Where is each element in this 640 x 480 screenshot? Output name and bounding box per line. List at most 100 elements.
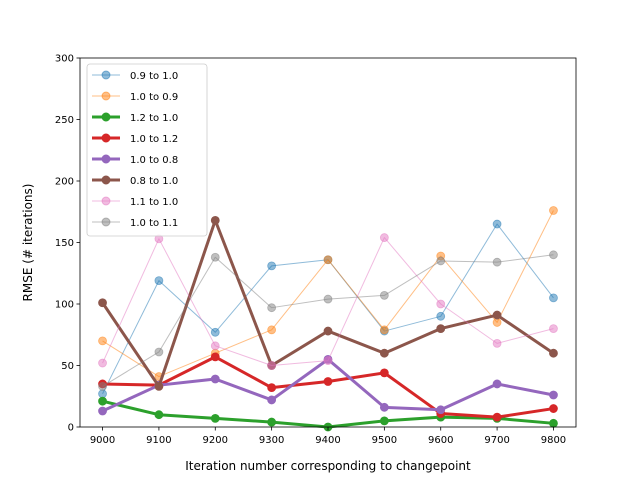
x-tick-label: 9600	[428, 435, 453, 446]
data-point	[210, 374, 220, 384]
legend-swatch-marker	[101, 70, 111, 80]
data-point	[549, 206, 558, 215]
legend-label: 1.0 to 1.1	[130, 218, 178, 229]
legend-item: 1.0 to 1.1	[92, 217, 178, 229]
data-point	[492, 338, 502, 348]
data-point	[267, 383, 277, 393]
legend-swatch-marker	[101, 154, 111, 164]
data-point	[379, 416, 389, 426]
data-point	[267, 325, 277, 335]
series-6	[98, 233, 558, 370]
data-point	[98, 336, 107, 346]
data-point	[379, 290, 389, 300]
data-point	[267, 395, 277, 405]
data-point	[379, 402, 389, 412]
data-point	[549, 293, 558, 303]
series-line	[102, 254, 554, 387]
data-point	[267, 261, 277, 271]
legend-item: 0.9 to 1.0	[92, 70, 178, 82]
data-point	[549, 418, 558, 428]
data-point	[323, 377, 333, 386]
y-tick-label: 100	[55, 300, 74, 311]
series-5	[98, 215, 558, 391]
data-point	[267, 361, 277, 370]
data-point	[210, 215, 220, 225]
series-0	[98, 219, 558, 399]
data-point	[210, 413, 220, 423]
data-point	[492, 412, 502, 422]
legend-label: 1.2 to 1.0	[130, 113, 178, 124]
y-tick-label: 50	[61, 361, 74, 372]
y-tick-label: 250	[55, 115, 74, 126]
data-point	[267, 303, 277, 313]
x-tick-label: 9800	[541, 435, 566, 446]
data-point	[492, 318, 502, 327]
y-axis: 0 50 100 150 200 250 300	[55, 54, 80, 434]
data-point	[267, 417, 277, 427]
legend-label: 1.0 to 0.9	[130, 92, 178, 103]
data-point	[549, 324, 558, 334]
data-point	[549, 250, 558, 260]
data-point	[154, 410, 164, 420]
data-point	[323, 255, 333, 265]
x-tick-label: 9400	[315, 435, 340, 446]
legend-item: 1.1 to 1.0	[92, 196, 178, 208]
data-point	[436, 299, 446, 309]
x-tick-label: 9100	[146, 435, 171, 446]
data-point	[98, 406, 107, 416]
legend-swatch-marker	[101, 175, 111, 185]
legend-swatch-marker	[101, 91, 111, 101]
data-point	[549, 348, 558, 358]
data-point	[98, 382, 107, 391]
legend-item: 1.2 to 1.0	[92, 112, 178, 124]
data-point	[98, 358, 107, 368]
y-tick-label: 200	[55, 177, 74, 188]
data-point	[210, 327, 220, 337]
legend-label: 1.0 to 1.2	[130, 134, 178, 145]
y-axis-label: RMSE (# iterations)	[21, 184, 35, 302]
data-point	[492, 310, 502, 320]
data-point	[379, 348, 389, 358]
y-tick-label: 150	[55, 238, 74, 249]
data-point	[323, 294, 333, 304]
data-point	[549, 390, 558, 400]
legend-swatch-marker	[101, 112, 111, 122]
series-layer	[98, 206, 558, 432]
legend: 0.9 to 1.0 1.0 to 0.9 1.2 to 1.0 1.0 to 1.2…	[86, 63, 208, 237]
data-point	[154, 347, 164, 357]
data-point	[210, 341, 220, 351]
x-axis-label: Iteration number corresponding to change…	[185, 459, 471, 473]
x-tick-label: 9500	[372, 435, 397, 446]
legend-label: 0.9 to 1.0	[130, 71, 178, 82]
legend-item: 1.0 to 0.8	[92, 154, 178, 166]
data-point	[210, 352, 220, 362]
data-point	[379, 325, 389, 335]
data-point	[323, 356, 333, 365]
data-point	[436, 256, 446, 266]
data-point	[154, 276, 164, 286]
data-point	[492, 219, 502, 229]
legend-item: 0.8 to 1.0	[92, 175, 178, 187]
x-tick-label: 9300	[259, 435, 284, 446]
y-tick-label: 0	[68, 423, 74, 434]
data-point	[323, 326, 333, 336]
x-tick-label: 9200	[203, 435, 228, 446]
legend-swatch-marker	[101, 133, 111, 143]
series-line	[102, 355, 554, 419]
legend-label: 0.8 to 1.0	[130, 176, 178, 187]
x-axis: 9000 9100 9200 9300 9400 9500 9600 9700 9800	[90, 427, 566, 446]
legend-label: 1.0 to 0.8	[130, 155, 178, 166]
legend-item: 1.0 to 1.2	[92, 133, 178, 145]
legend-swatch-marker	[101, 196, 111, 206]
data-point	[436, 311, 446, 321]
legend-label: 1.1 to 1.0	[130, 197, 178, 208]
data-point	[549, 404, 558, 413]
data-point	[98, 389, 107, 399]
series-7	[98, 250, 558, 391]
x-tick-label: 9000	[90, 435, 115, 446]
data-point	[492, 257, 502, 267]
legend-swatch-marker	[101, 217, 111, 227]
legend-box	[86, 63, 208, 237]
legend-item: 1.0 to 0.9	[92, 91, 178, 103]
